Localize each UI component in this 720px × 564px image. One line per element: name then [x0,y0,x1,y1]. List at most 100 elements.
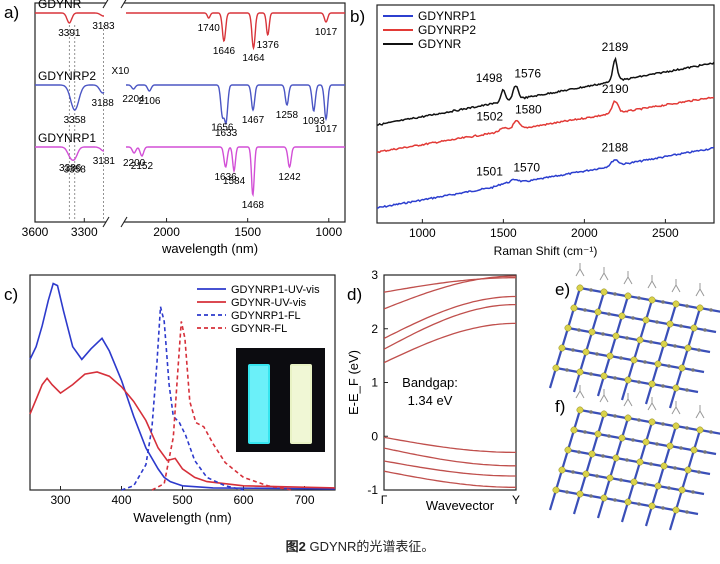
series-line-gdynrp2 [376,96,715,154]
atom [709,430,713,434]
bond-line [596,375,606,397]
atom [571,348,575,352]
bond-line [668,509,678,531]
x-tick-label: 400 [111,493,131,507]
atom [685,510,689,514]
bond-line [596,497,606,519]
bond-line [692,307,702,329]
atom [642,438,650,446]
atom [613,414,617,418]
band-line [384,322,516,364]
bond-line [632,461,642,483]
atom [600,372,608,380]
bond-line [560,327,570,349]
side-chain [647,275,657,289]
bond-line [644,383,654,405]
side-chain [623,271,633,285]
band-line [384,447,516,467]
series-line-gdynrp1 [376,146,715,209]
atom [624,292,632,300]
atom [589,494,593,498]
bond-line [662,445,672,467]
vial-yellow-glow [292,366,310,442]
legend-entry: GDYNR-FL [231,323,287,335]
atom [570,304,578,312]
atom [660,340,668,348]
peak-label: 1633 [215,128,238,139]
caption-label: 图2 [285,539,306,554]
atom [613,498,617,502]
bond-line [566,307,576,329]
atom [685,304,689,308]
band-line [384,275,516,310]
bond-line [692,429,702,451]
y-tick-label: 3 [371,268,378,282]
axis-break-gap [106,217,124,227]
atom [661,300,665,304]
atom [564,324,572,332]
peak-label: 1242 [278,172,301,183]
atom [552,486,560,494]
peak-label: 1502 [476,109,503,123]
peak-label: 2106 [138,96,161,107]
x-tick-label: Γ [381,493,388,507]
atom [607,312,611,316]
atom [564,446,572,454]
x-axis-label: Wavelength (nm) [133,510,232,525]
band-line [384,303,516,350]
atom [642,316,650,324]
series-line-gdynr [35,12,104,24]
molecular-structure-icon [548,263,720,409]
atom [576,368,584,376]
atom [631,316,635,320]
bond-line [620,501,630,523]
peak-label: 2188 [601,141,628,155]
atom [631,438,635,442]
panel-e-label: e) [555,280,570,299]
bond-line [566,429,576,451]
atom [637,296,641,300]
x-axis-label: wavelength (nm) [161,241,258,256]
legend-entry: GDYNRP1-FL [231,310,301,322]
panel-b-frame [376,4,715,224]
caption-text: GDYNR的光谱表征。 [309,539,435,554]
atom [690,446,698,454]
atom [582,470,590,478]
peak-label: 1258 [276,110,299,121]
peak-label: 1576 [514,66,541,80]
panel-a-frame [34,2,346,223]
atom [643,482,647,486]
atom [684,466,692,474]
atom [630,356,638,364]
legend-entry: GDYNR-UV-vis [231,297,307,309]
bond-line [620,295,630,317]
atom [625,458,629,462]
bond-line [572,409,582,431]
atom [672,422,680,430]
atom [691,368,695,372]
band-line [384,460,516,477]
peak-label: 1656 [211,122,234,133]
atom [655,320,659,324]
bond-line [644,421,654,443]
atom [624,414,632,422]
atom [673,344,677,348]
atom [636,458,644,466]
side-chain [623,393,633,407]
axis-break-gap [106,0,124,8]
x-tick-label: 1000 [409,226,436,240]
atom [649,340,653,344]
atom [648,380,656,388]
side-chain [671,279,681,293]
peak-label: 1376 [257,40,280,51]
x-tick-label: 3300 [71,225,98,239]
atom [691,490,695,494]
atom [685,426,689,430]
multiplier-label: X10 [111,66,129,77]
atom [648,296,656,304]
bond-line [572,493,582,515]
bond-line [632,339,642,361]
legend-entry: GDYNRP2 [418,23,476,37]
x-axis-label: Wavevector [426,498,495,513]
